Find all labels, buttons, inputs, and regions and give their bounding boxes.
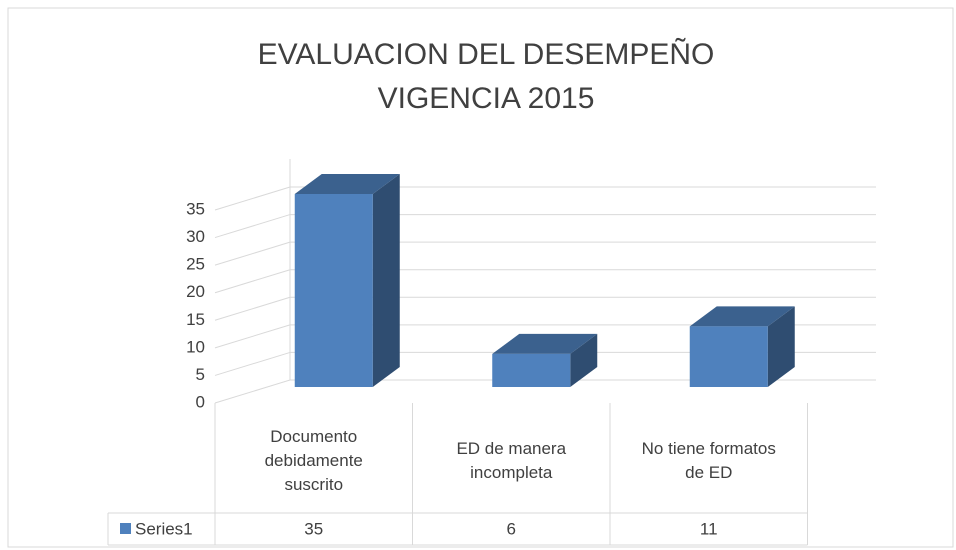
chart-border: [7, 7, 954, 548]
bar-side: [767, 306, 795, 387]
grid-line: [214, 241, 291, 266]
bar-top: [294, 174, 400, 194]
y-tick-label: 30: [186, 227, 205, 246]
category-label: No tiene formatos de ED: [641, 439, 776, 482]
bar-top: [492, 333, 598, 354]
bar: [689, 326, 768, 387]
bar-side: [570, 333, 598, 387]
grid-line: [214, 351, 291, 376]
bar-top: [689, 306, 795, 327]
category-label: ED de manera incompleta: [456, 439, 567, 482]
table-value: 6: [507, 519, 516, 538]
side-wall-edge: [215, 159, 290, 403]
bar: [294, 194, 373, 387]
y-tick-label: 35: [186, 199, 205, 218]
legend-swatch: [120, 523, 131, 534]
bar-side: [372, 174, 400, 387]
y-tick-label: 20: [186, 282, 205, 301]
chart-title: VIGENCIA 2015: [378, 82, 595, 115]
grid-line: [214, 269, 291, 294]
grid-line: [214, 214, 291, 239]
table-value: 11: [700, 519, 718, 538]
category-label: Documento debidamente suscrito: [264, 427, 363, 494]
table-value: 35: [304, 519, 323, 538]
grid-line: [214, 379, 291, 404]
y-tick-label: 25: [186, 255, 205, 274]
bar: [492, 353, 571, 387]
y-tick-label: 5: [196, 365, 205, 384]
grid-line: [214, 324, 291, 349]
y-tick-label: 15: [186, 310, 205, 329]
y-tick-label: 0: [196, 392, 205, 411]
y-tick-label: 10: [186, 337, 205, 356]
chart-title: EVALUACION DEL DESEMPEÑO: [258, 37, 715, 71]
grid-line: [214, 186, 291, 211]
legend-label: Series1: [135, 519, 193, 538]
grid-line: [214, 296, 291, 321]
